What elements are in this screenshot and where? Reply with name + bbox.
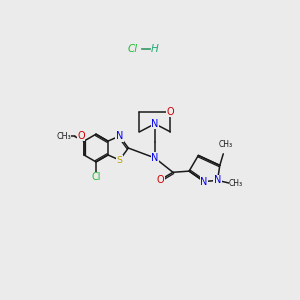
Text: O: O (167, 107, 174, 117)
Text: O: O (156, 176, 164, 185)
Text: CH₃: CH₃ (56, 131, 71, 140)
Text: Cl: Cl (91, 172, 101, 182)
Text: N: N (151, 119, 159, 129)
Text: Cl: Cl (128, 44, 138, 54)
Text: O: O (77, 131, 85, 141)
Text: CH₃: CH₃ (218, 140, 233, 149)
Text: S: S (117, 155, 122, 164)
Text: N: N (200, 176, 208, 187)
Text: CH₃: CH₃ (229, 178, 243, 188)
Text: N: N (116, 131, 123, 141)
Text: N: N (151, 153, 159, 163)
Text: H: H (151, 44, 158, 54)
Text: methoxy: methoxy (64, 135, 70, 136)
Text: N: N (214, 176, 221, 185)
